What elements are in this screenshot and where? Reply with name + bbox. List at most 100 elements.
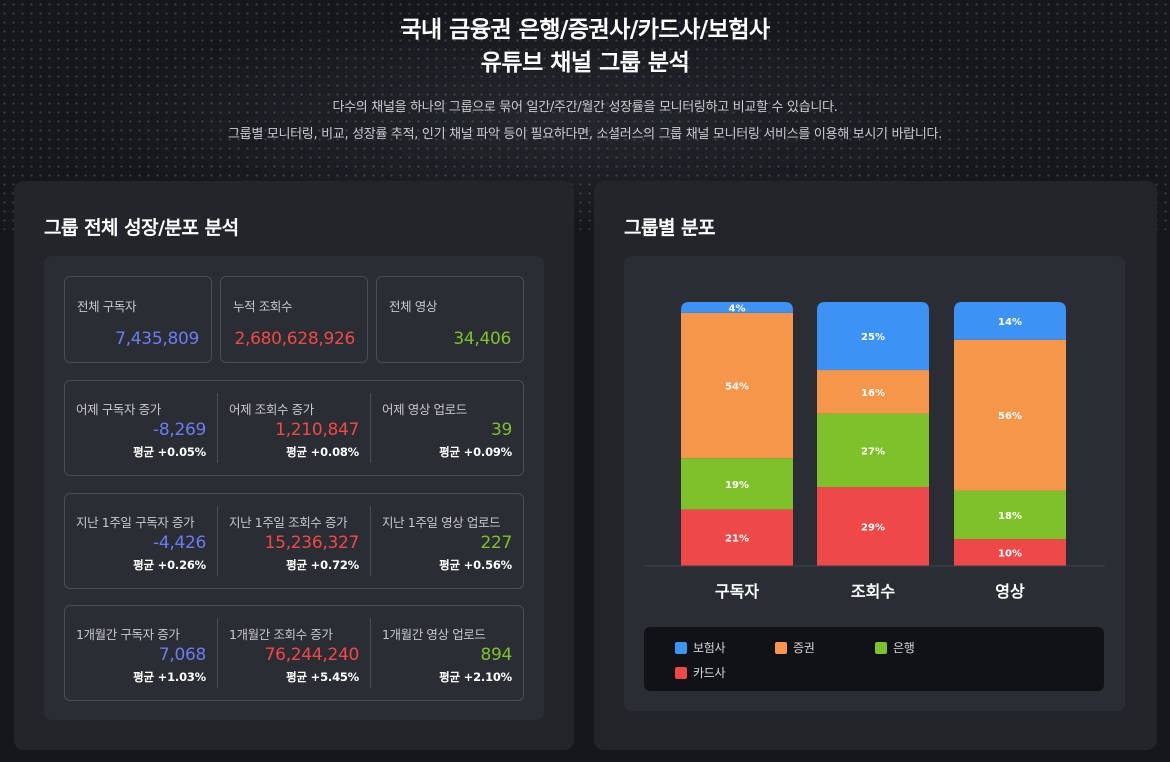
total-views-value: 2,680,628,926 (234, 329, 356, 349)
stat-value: 7,068 (158, 645, 206, 665)
week-growth-box: 지난 1주일 구독자 증가 -4,426 평균 +0.26% 지난 1주일 조회… (64, 493, 524, 589)
data-label: 29% (861, 523, 885, 534)
stat-value: -4,426 (152, 533, 206, 553)
stat-value: 1,210,847 (275, 420, 359, 440)
page-title-line1: 국내 금융권 은행/증권사/카드사/보험사 (400, 17, 770, 43)
month-growth-box: 1개월간 구독자 증가 7,068 평균 +1.03% 1개월간 조회수 증가 … (64, 605, 524, 701)
stat-average: 평균 +1.03% (133, 670, 206, 684)
data-label: 10% (998, 549, 1022, 560)
bar-segment (681, 312, 793, 459)
data-label: 18% (998, 511, 1022, 522)
bar-group-1: 29% 27% 16% 25% (817, 302, 929, 566)
month-subscribers-cell: 1개월간 구독자 증가 7,068 평균 +1.03% (65, 606, 218, 700)
group-growth-panel: 전체 구독자 7,435,809 누적 조회수 2,680,628,926 전체… (44, 256, 544, 720)
bar-segment (817, 370, 929, 414)
total-videos-label: 전체 영상 (389, 299, 437, 314)
data-label: 19% (725, 480, 749, 491)
total-views-box: 누적 조회수 2,680,628,926 (220, 276, 368, 363)
page-title-line2: 유튜브 채널 그룹 분석 (480, 50, 690, 76)
stat-label: 1개월간 영상 업로드 (382, 627, 486, 642)
category-label: 영상 (995, 582, 1025, 601)
description-line1: 다수의 채널을 하나의 그룹으로 묶어 일간/주간/월간 성장률을 모니터링하고… (332, 100, 838, 115)
stat-value: -8,269 (152, 420, 206, 440)
legend-swatch (875, 642, 887, 654)
legend-label: 카드사 (693, 666, 726, 680)
stat-label: 지난 1주일 영상 업로드 (382, 515, 501, 530)
description-line2: 그룹별 모니터링, 비교, 성장률 추적, 인기 채널 파악 등이 필요하다면,… (228, 127, 942, 142)
data-label: 56% (998, 411, 1022, 422)
yesterday-growth-box: 어제 구독자 증가 -8,269 평균 +0.05% 어제 조회수 증가 1,2… (64, 380, 524, 476)
yesterday-views-cell: 어제 조회수 증가 1,210,847 평균 +0.08% (218, 381, 371, 475)
data-label: 21% (725, 534, 749, 545)
legend-label: 보험사 (693, 641, 726, 655)
stat-average: 평균 +0.05% (133, 445, 206, 459)
bar-segment (954, 339, 1066, 491)
legend-label: 은행 (893, 641, 915, 655)
bar-group-2: 10% 18% 56% 14% (954, 302, 1066, 566)
category-label: 구독자 (715, 582, 759, 601)
hero: 국내 금융권 은행/증권사/카드사/보험사 유튜브 채널 그룹 분석 다수의 채… (0, 0, 1170, 148)
total-subscribers-box: 전체 구독자 7,435,809 (64, 276, 212, 363)
total-subscribers-label: 전체 구독자 (77, 299, 137, 314)
yesterday-videos-cell: 어제 영상 업로드 39 평균 +0.09% (371, 381, 524, 475)
page-description: 다수의 채널을 하나의 그룹으로 묶어 일간/주간/월간 성장률을 모니터링하고… (0, 94, 1170, 148)
stat-label: 어제 영상 업로드 (382, 402, 467, 417)
bar-segment (817, 487, 929, 566)
data-label: 27% (861, 446, 885, 457)
stat-label: 지난 1주일 구독자 증가 (76, 515, 195, 530)
stat-average: 평균 +0.08% (286, 445, 359, 459)
total-subscribers-value: 7,435,809 (115, 329, 199, 349)
total-videos-box: 전체 영상 34,406 (376, 276, 524, 363)
stat-average: 평균 +2.10% (439, 670, 512, 684)
stat-average: 평균 +0.56% (439, 558, 512, 572)
bar-segment (817, 413, 929, 488)
group-distribution-title: 그룹별 분포 (624, 217, 716, 239)
legend-swatch (675, 667, 687, 679)
week-videos-cell: 지난 1주일 영상 업로드 227 평균 +0.56% (371, 494, 524, 588)
stat-value: 76,244,240 (264, 645, 360, 665)
stat-label: 1개월간 구독자 증가 (76, 627, 180, 642)
legend-label: 증권 (793, 641, 815, 655)
stat-value: 39 (490, 420, 512, 440)
total-views-label: 누적 조회수 (233, 299, 293, 314)
group-distribution-panel: 21% 19% 54% 4% 구독자 29% 27% 16% 25% 조회수 10% 18% 56% 14… (624, 256, 1125, 711)
stat-label: 어제 구독자 증가 (76, 402, 161, 417)
data-label: 16% (861, 388, 885, 399)
legend-item[interactable]: 보험사 (675, 639, 726, 656)
bar-segment (954, 539, 1066, 566)
yesterday-subscribers-cell: 어제 구독자 증가 -8,269 평균 +0.05% (65, 381, 218, 475)
stat-average: 평균 +0.72% (286, 558, 359, 572)
legend-swatch (775, 642, 787, 654)
bar-segment (954, 302, 1066, 340)
week-views-cell: 지난 1주일 조회수 증가 15,236,327 평균 +0.72% (218, 494, 371, 588)
stat-value: 894 (480, 645, 512, 665)
stat-label: 지난 1주일 조회수 증가 (229, 515, 348, 530)
stacked-bar-chart: 21% 19% 54% 4% 구독자 29% 27% 16% 25% 조회수 10% 18% 56% 14… (644, 302, 1105, 601)
group-distribution-card: 그룹별 분포 21% 19% 54% 4% 구독자 29% 27% 16% 25% 조회수 10% 1… (594, 181, 1157, 750)
bar-segment (681, 509, 793, 566)
legend-item[interactable]: 증권 (775, 639, 815, 656)
stat-value: 15,236,327 (264, 533, 360, 553)
stat-average: 평균 +0.09% (439, 445, 512, 459)
total-videos-value: 34,406 (453, 329, 511, 349)
month-views-cell: 1개월간 조회수 증가 76,244,240 평균 +5.45% (218, 606, 371, 700)
bar-segment (817, 302, 929, 371)
legend-item[interactable]: 은행 (875, 639, 915, 656)
stat-average: 평균 +0.26% (133, 558, 206, 572)
data-label: 14% (998, 317, 1022, 328)
bar-segment (681, 458, 793, 510)
data-label: 25% (861, 332, 885, 343)
bar-segment (681, 302, 793, 313)
category-label: 조회수 (851, 582, 895, 601)
stat-value: 227 (480, 533, 512, 553)
group-growth-title: 그룹 전체 성장/분포 분석 (44, 217, 239, 239)
legend-item[interactable]: 카드사 (675, 664, 726, 681)
data-label: 54% (725, 382, 749, 393)
stat-label: 1개월간 조회수 증가 (229, 627, 333, 642)
legend-swatch (675, 642, 687, 654)
group-growth-card: 그룹 전체 성장/분포 분석 전체 구독자 7,435,809 누적 조회수 2… (14, 181, 574, 750)
page-title: 국내 금융권 은행/증권사/카드사/보험사 유튜브 채널 그룹 분석 (0, 14, 1170, 80)
bar-segment (954, 490, 1066, 540)
week-subscribers-cell: 지난 1주일 구독자 증가 -4,426 평균 +0.26% (65, 494, 218, 588)
